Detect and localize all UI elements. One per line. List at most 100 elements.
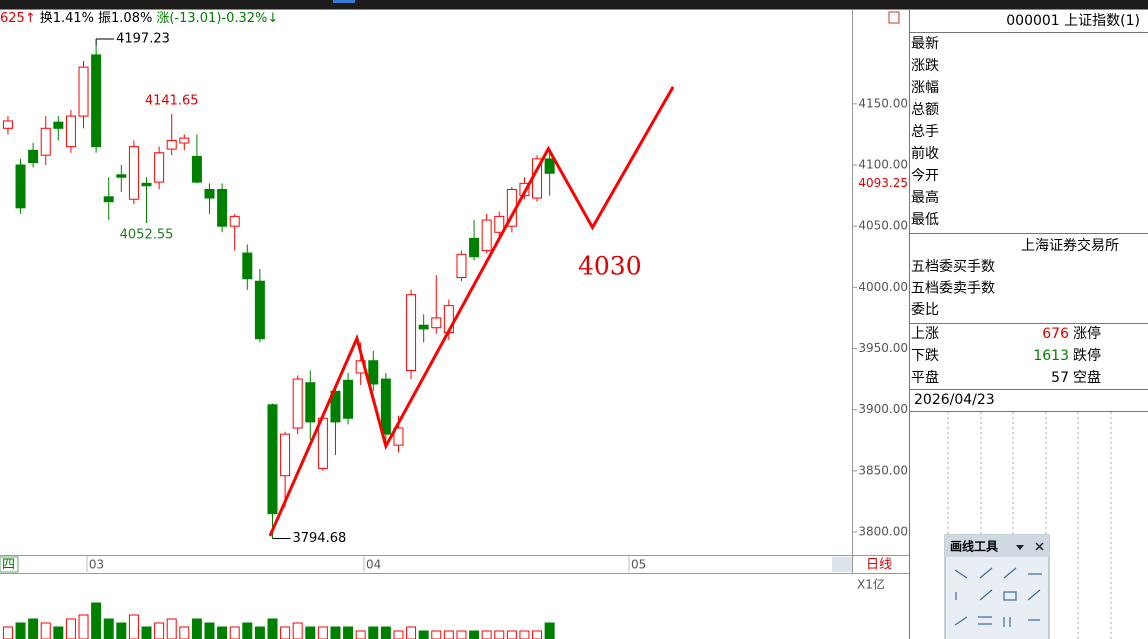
exchange: 上海证券交易所 [1021, 237, 1119, 254]
candle-body [40, 127, 51, 156]
volume-bar [305, 626, 316, 639]
status-item: 振1.08% [98, 11, 153, 26]
status-item: 换1.41% [39, 11, 95, 26]
toolbar-close[interactable] [1035, 542, 1044, 551]
volume-bar [343, 626, 354, 639]
candle-body [103, 196, 114, 203]
volume-bar [532, 630, 543, 639]
volume-bar [380, 626, 391, 639]
volume-bar [116, 622, 127, 639]
volume-bar [355, 630, 366, 639]
volume-bar [53, 626, 64, 639]
quote-field: 总额 [911, 102, 939, 118]
y-tick-label: 4050.00 [858, 219, 908, 233]
volume-bar [431, 630, 442, 639]
annotation: 4141.65 [145, 94, 199, 109]
breadth-tag: 空盘 [1073, 369, 1101, 386]
candle-body [179, 137, 190, 144]
candle-body [242, 252, 253, 280]
volume-bar [418, 630, 429, 639]
volume-bar [2, 626, 13, 639]
annotation: 3794.68 [292, 531, 346, 546]
x-tick-label: 04 [366, 558, 381, 572]
candle-body [154, 152, 165, 183]
candle-body [229, 215, 240, 227]
candle-body [368, 360, 379, 385]
volume-bar [242, 622, 253, 639]
quote-field: 前收 [911, 145, 939, 162]
volume-bar [179, 626, 190, 639]
volume-bar [141, 626, 152, 639]
volume-bar [40, 622, 51, 639]
volume-bar [317, 626, 328, 639]
candle-body [481, 219, 492, 252]
breadth-value: 1613 [1033, 348, 1069, 364]
volume-bar [28, 618, 39, 639]
y-tick-label: 3800.00 [858, 525, 908, 539]
depth-field: 五档委买手数 [911, 259, 995, 275]
volume-bar [494, 630, 505, 639]
volume-bar [103, 618, 114, 639]
breadth-label: 平盘 [911, 369, 939, 386]
breadth-value: 57 [1051, 370, 1069, 386]
volume-bar [393, 630, 404, 639]
volume-bar [229, 626, 240, 639]
toolbar-icons[interactable] [954, 567, 1042, 627]
status-item: 涨(-13.01)-0.32%↓ [156, 11, 279, 26]
toolbar-title: 画线工具 [950, 539, 998, 554]
scroll-box[interactable] [832, 557, 852, 572]
panel-toggle[interactable] [888, 11, 900, 24]
period-label[interactable]: 日线 [866, 558, 892, 573]
y-tick-label: 3950.00 [858, 341, 908, 355]
volume-bar [254, 626, 265, 639]
y-tick-label: 3900.00 [858, 402, 908, 416]
candle-body [166, 140, 177, 150]
candle-body [380, 378, 391, 435]
quote-field: 最新 [911, 36, 939, 52]
candle-body [204, 188, 215, 199]
breadth-label: 上涨 [911, 326, 939, 342]
y-tick-label: 4100.00 [858, 157, 908, 171]
volume-unit: X1亿 [857, 577, 885, 592]
tab-marker [333, 0, 355, 3]
candle-body [65, 115, 76, 148]
candle-body [292, 378, 303, 429]
candle-body [267, 404, 278, 515]
quote-field: 今开 [911, 168, 939, 184]
quote-field: 最低 [911, 212, 939, 228]
status-item: 625↑ [0, 11, 36, 26]
candle-body [15, 164, 26, 209]
x-tick-label: 05 [631, 558, 646, 572]
toolbar-menu[interactable] [1016, 545, 1024, 550]
volume-bar [128, 614, 139, 639]
volume-bar [330, 626, 341, 639]
candle-body [141, 182, 152, 187]
volume-bar [65, 618, 76, 639]
candle-body [544, 158, 555, 174]
toolbar-header [945, 535, 1049, 557]
volume-bar [456, 630, 467, 639]
top-strip [0, 0, 1148, 9]
y-tick-label: 4000.00 [858, 280, 908, 294]
y-tick-label: 3850.00 [858, 463, 908, 477]
candle-body [330, 390, 341, 423]
volume-bar [78, 614, 89, 639]
volume-bar [154, 622, 165, 639]
breadth-tag: 跌停 [1073, 347, 1101, 364]
corner-box[interactable] [0, 556, 19, 573]
x-tick-label: 03 [89, 558, 104, 572]
candle-body [128, 146, 139, 200]
candle-body [456, 253, 467, 279]
current-price: 4093.25 [858, 176, 908, 190]
volume-bar [519, 630, 530, 639]
drawing-toolbar: 画线工具 [944, 534, 1050, 639]
candle-body [78, 66, 89, 117]
candle-body [280, 433, 291, 477]
candle-body [431, 317, 442, 329]
quote-field: 总手 [911, 124, 939, 140]
candle-body [254, 280, 265, 340]
depth-field: 委比 [911, 302, 939, 318]
corner-label: 四 [2, 558, 15, 573]
candle-body [217, 188, 228, 227]
